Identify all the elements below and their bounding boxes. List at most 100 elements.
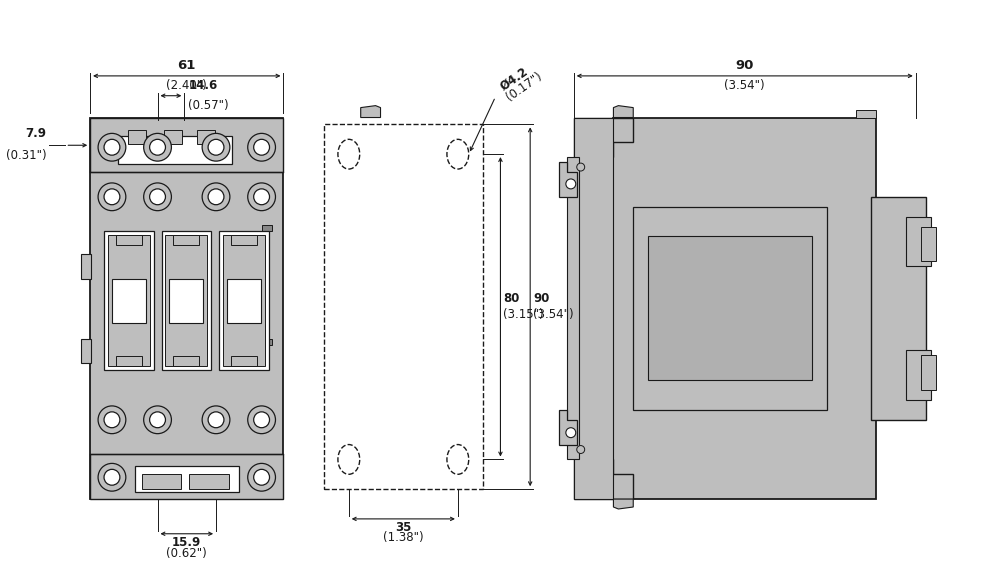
Text: Ø4.2: Ø4.2 [497, 65, 530, 93]
Circle shape [98, 134, 126, 161]
Text: 7.9: 7.9 [26, 127, 47, 140]
Text: 61: 61 [178, 59, 196, 72]
Polygon shape [559, 162, 577, 197]
Circle shape [203, 406, 230, 433]
Bar [112, 279, 146, 323]
Bar [324, 124, 483, 489]
Bar [190, 475, 229, 489]
Bar [90, 118, 283, 172]
Bar [634, 207, 826, 410]
Bar [128, 130, 146, 144]
Polygon shape [162, 231, 212, 370]
Bar [166, 235, 208, 366]
Text: (0.62"): (0.62") [166, 546, 207, 560]
Bar [921, 227, 935, 261]
Polygon shape [360, 106, 380, 118]
Bar [81, 339, 91, 363]
Bar [906, 351, 930, 400]
Circle shape [577, 163, 585, 171]
Polygon shape [559, 410, 577, 445]
Bar [174, 235, 200, 246]
Circle shape [144, 406, 172, 433]
Bar [261, 224, 271, 231]
Bar [142, 475, 182, 489]
Polygon shape [856, 110, 876, 118]
Text: 90: 90 [533, 292, 549, 305]
Polygon shape [614, 106, 634, 118]
Circle shape [104, 469, 120, 485]
Ellipse shape [338, 445, 359, 475]
Circle shape [150, 139, 166, 155]
Circle shape [566, 179, 576, 189]
Bar [567, 157, 579, 460]
Circle shape [98, 464, 126, 491]
Text: 90: 90 [736, 59, 754, 72]
Text: (0.31"): (0.31") [6, 149, 47, 162]
Circle shape [144, 183, 172, 211]
Text: 80: 80 [503, 292, 519, 305]
Circle shape [209, 139, 224, 155]
Circle shape [104, 139, 120, 155]
Bar [118, 136, 232, 164]
Circle shape [150, 412, 166, 428]
Circle shape [209, 412, 224, 428]
Circle shape [253, 139, 269, 155]
Ellipse shape [338, 139, 359, 169]
Circle shape [247, 183, 275, 211]
Circle shape [104, 189, 120, 205]
Circle shape [253, 412, 269, 428]
Circle shape [203, 134, 230, 161]
Circle shape [566, 428, 576, 437]
Circle shape [247, 406, 275, 433]
Text: (0.57"): (0.57") [189, 99, 229, 112]
Text: (3.54"): (3.54") [725, 79, 765, 92]
Bar [648, 236, 811, 380]
Polygon shape [104, 231, 154, 370]
Ellipse shape [447, 139, 469, 169]
Bar [165, 130, 183, 144]
Bar [574, 118, 614, 499]
Polygon shape [574, 118, 634, 157]
Circle shape [209, 189, 224, 205]
Circle shape [98, 183, 126, 211]
Bar [135, 467, 238, 492]
Bar [108, 235, 150, 366]
Bar [174, 356, 200, 366]
Text: (3.15"): (3.15") [503, 308, 544, 321]
Polygon shape [219, 231, 268, 370]
Bar [906, 216, 930, 266]
Circle shape [247, 134, 275, 161]
Circle shape [203, 183, 230, 211]
Circle shape [150, 189, 166, 205]
Bar [116, 235, 142, 246]
Bar [871, 197, 925, 420]
Bar [227, 279, 260, 323]
Bar [170, 279, 204, 323]
Bar [90, 455, 283, 499]
Bar [231, 235, 256, 246]
Bar [223, 235, 264, 366]
Bar [90, 118, 283, 499]
Ellipse shape [447, 445, 469, 475]
Bar [921, 355, 935, 390]
Circle shape [98, 406, 126, 433]
Circle shape [247, 464, 275, 491]
Circle shape [577, 445, 585, 453]
Circle shape [253, 189, 269, 205]
Bar [261, 339, 271, 345]
Circle shape [144, 134, 172, 161]
Text: (2.40"): (2.40") [167, 79, 208, 92]
Text: 14.6: 14.6 [189, 79, 217, 92]
Polygon shape [614, 499, 634, 509]
Text: 35: 35 [395, 521, 411, 534]
Circle shape [253, 469, 269, 485]
Text: 15.9: 15.9 [172, 536, 201, 549]
Polygon shape [574, 460, 634, 499]
Text: (0.17"): (0.17") [503, 70, 544, 104]
Bar [116, 356, 142, 366]
Bar [614, 118, 876, 499]
Bar [231, 356, 256, 366]
Bar [703, 355, 757, 393]
Text: (1.38"): (1.38") [383, 531, 424, 544]
Bar [81, 254, 91, 279]
